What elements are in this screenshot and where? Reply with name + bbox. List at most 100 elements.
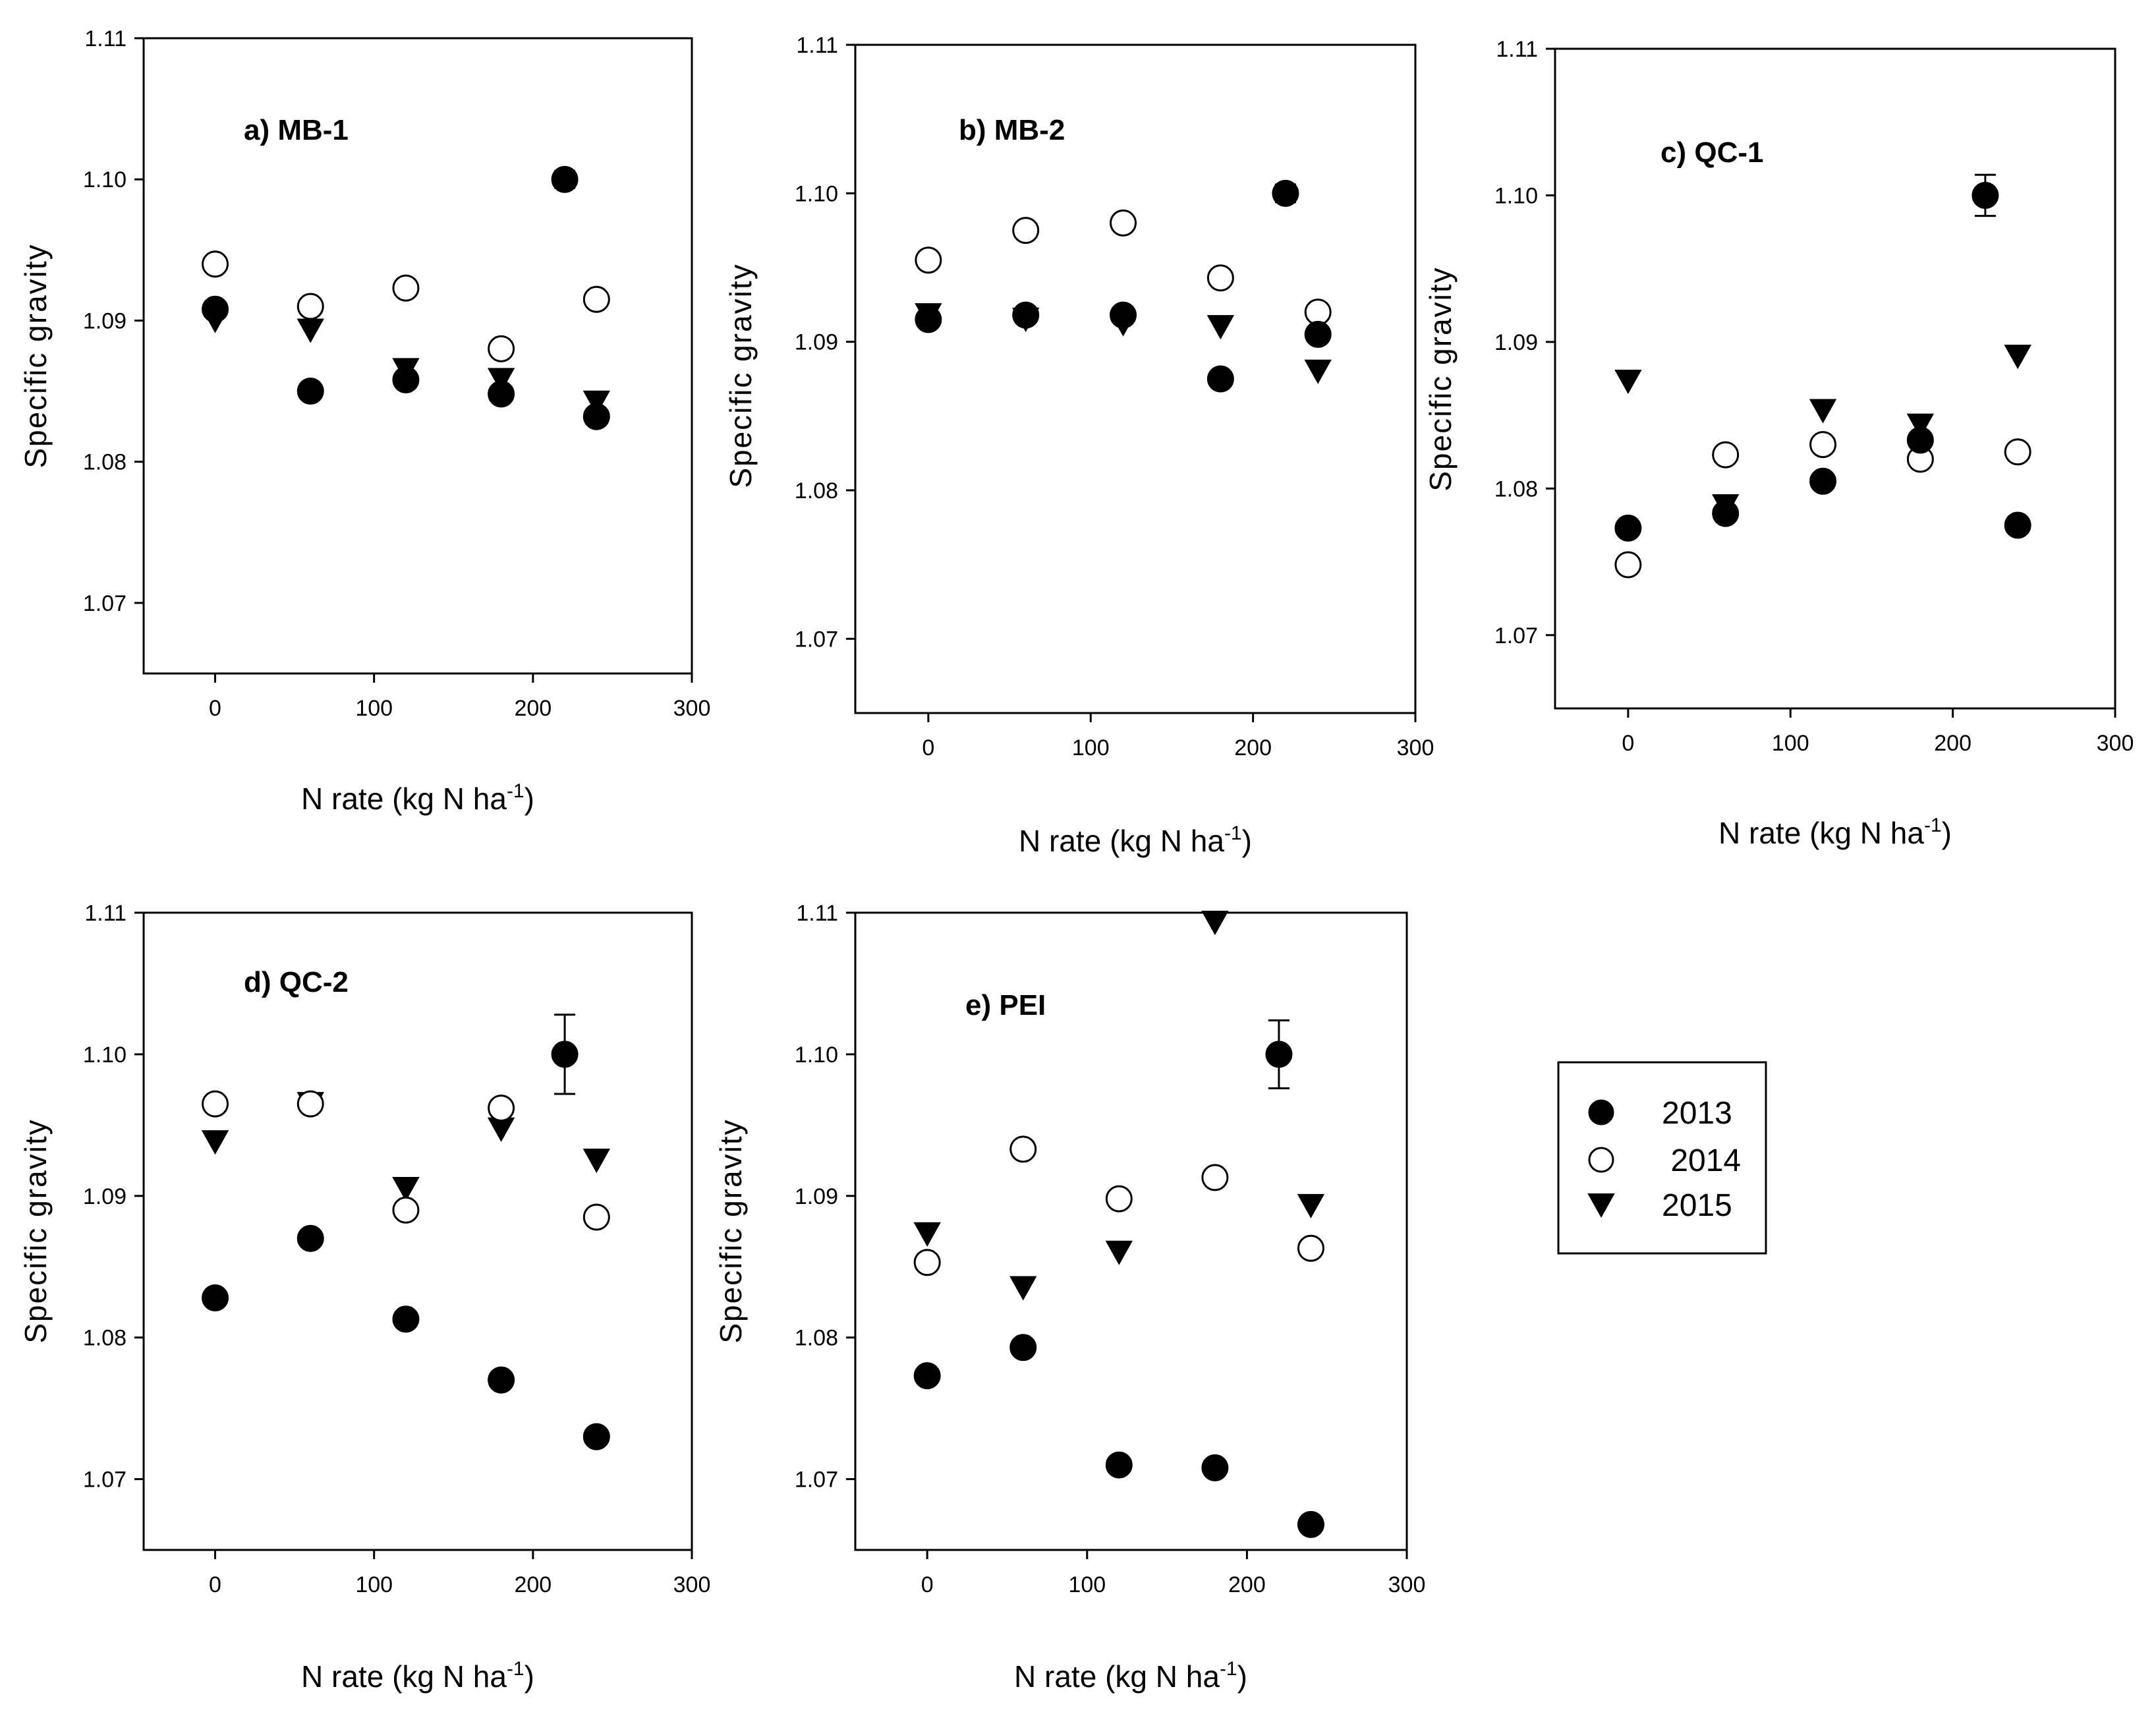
point-2013 xyxy=(1110,301,1137,329)
x-axis-title-end: ) xyxy=(1942,816,1952,850)
error-point xyxy=(551,1041,579,1068)
y-axis-title: Specific gravity xyxy=(714,1118,748,1343)
point-2014 xyxy=(582,285,610,313)
point-2014 xyxy=(582,1203,610,1231)
legend-marker-2013 xyxy=(1588,1099,1614,1126)
x-tick-label: 0 xyxy=(209,696,221,721)
ticks: 0 100 200 300 1.07 1.08 1.09 1.10 1.11 xyxy=(83,26,711,721)
plot-frame xyxy=(854,911,1408,1551)
y-tick-label: 1.11 xyxy=(1496,37,1538,62)
point-2015 xyxy=(1906,413,1935,438)
y-axis-title: Specific gravity xyxy=(18,1118,53,1343)
x-axis-title: N rate (kg N ha-1) xyxy=(1014,1658,1247,1694)
x-axis-title-main: N rate (kg N ha xyxy=(301,1659,507,1694)
point-2015 xyxy=(1206,315,1235,340)
point-2013 xyxy=(488,1366,515,1394)
point-2013 xyxy=(582,403,610,430)
x-axis-title-sup: -1 xyxy=(1220,1658,1237,1680)
error-point xyxy=(1972,181,1999,209)
point-2015 xyxy=(1201,911,1229,936)
y-tick-label: 1.09 xyxy=(83,308,127,333)
y-tick-label: 1.09 xyxy=(83,1184,127,1209)
point-2015 xyxy=(1105,1240,1133,1265)
legend-marker-2014 xyxy=(1588,1147,1614,1173)
x-axis-title: N rate (kg N ha-1) xyxy=(1019,822,1252,858)
point-2013 xyxy=(488,380,515,408)
point-2015 xyxy=(392,1177,420,1202)
x-axis-title: N rate (kg N ha-1) xyxy=(301,780,534,816)
point-2014 xyxy=(1297,1234,1324,1262)
x-tick-label: 100 xyxy=(1072,735,1110,760)
ticks: 0 100 200 300 1.07 1.08 1.09 1.10 1.11 xyxy=(795,901,1426,1597)
marks xyxy=(915,179,1332,393)
point-2014 xyxy=(1201,1164,1229,1191)
marks xyxy=(913,911,1325,1538)
y-tick-label: 1.07 xyxy=(83,591,127,616)
y-tick-label: 1.09 xyxy=(795,1184,838,1209)
point-2013 xyxy=(582,1423,610,1450)
x-tick-label: 200 xyxy=(1934,731,1972,756)
point-2013 xyxy=(1297,1510,1324,1538)
point-2013 xyxy=(915,306,942,333)
y-tick-label: 1.10 xyxy=(83,1043,127,1068)
y-tick-label: 1.10 xyxy=(795,1043,838,1068)
x-axis-title-end: ) xyxy=(1242,824,1252,858)
x-axis-title-end: ) xyxy=(1237,1659,1247,1694)
point-2013 xyxy=(1712,500,1740,527)
point-2015 xyxy=(1809,399,1837,424)
x-tick-label: 0 xyxy=(209,1572,221,1597)
panel-label: e) PEI xyxy=(965,989,1046,1021)
point-2013 xyxy=(202,1284,229,1311)
x-tick-label: 200 xyxy=(1228,1572,1266,1597)
point-2014 xyxy=(1712,441,1740,469)
point-2015 xyxy=(201,1130,229,1155)
x-axis-title-sup: -1 xyxy=(507,780,525,802)
point-2014 xyxy=(488,1095,515,1122)
x-tick-label: 300 xyxy=(673,1572,711,1597)
x-tick-label: 200 xyxy=(1234,735,1272,760)
point-2015 xyxy=(1614,369,1642,394)
point-2014 xyxy=(297,1090,324,1118)
point-2015 xyxy=(582,1149,611,1174)
y-tick-label: 1.11 xyxy=(796,33,838,58)
point-2013 xyxy=(202,295,229,323)
legend-label-2015: 2015 xyxy=(1662,1188,1732,1223)
point-2014 xyxy=(2004,438,2031,466)
x-axis-title-sup: -1 xyxy=(507,1658,525,1680)
point-2013 xyxy=(1614,514,1642,542)
point-2013 xyxy=(1906,426,1934,454)
point-2015 xyxy=(582,390,611,415)
y-tick-label: 1.11 xyxy=(84,26,127,51)
marks xyxy=(201,165,611,430)
x-tick-label: 300 xyxy=(1397,735,1434,760)
point-2013 xyxy=(1201,1454,1229,1481)
y-tick-label: 1.09 xyxy=(795,330,838,355)
error-point xyxy=(1272,179,1299,207)
point-2015 xyxy=(1297,1193,1325,1218)
point-2014 xyxy=(392,274,420,302)
y-tick-label: 1.11 xyxy=(796,901,838,926)
x-axis-title-end: ) xyxy=(525,1659,534,1694)
legend-label-2014: 2014 xyxy=(1662,1143,1741,1178)
y-tick-label: 1.10 xyxy=(795,181,838,206)
ticks: 0 100 200 300 1.07 1.08 1.09 1.10 1.11 xyxy=(795,33,1434,760)
y-axis-title: Specific gravity xyxy=(18,243,53,468)
point-2013 xyxy=(913,1362,941,1390)
ticks: 0 100 200 300 1.07 1.08 1.09 1.10 1.11 xyxy=(1494,37,2134,756)
point-2013 xyxy=(297,378,324,405)
panel-c: c) QC-1 Specific gravity N rate (kg N ha… xyxy=(1423,37,2134,850)
point-2014 xyxy=(488,335,515,362)
point-2014 xyxy=(297,293,324,320)
error-point xyxy=(1265,1041,1293,1068)
x-axis-title-main: N rate (kg N ha xyxy=(1019,824,1224,858)
y-tick-label: 1.07 xyxy=(795,1468,838,1493)
point-2014 xyxy=(202,250,229,278)
marks xyxy=(1614,173,2031,579)
marks xyxy=(201,1014,611,1450)
x-tick-label: 100 xyxy=(1068,1572,1106,1597)
y-tick-label: 1.07 xyxy=(1494,623,1538,648)
y-tick-label: 1.09 xyxy=(1494,330,1538,355)
y-tick-label: 1.08 xyxy=(795,1326,838,1351)
y-tick-label: 1.08 xyxy=(83,450,127,475)
x-tick-label: 100 xyxy=(355,696,393,721)
